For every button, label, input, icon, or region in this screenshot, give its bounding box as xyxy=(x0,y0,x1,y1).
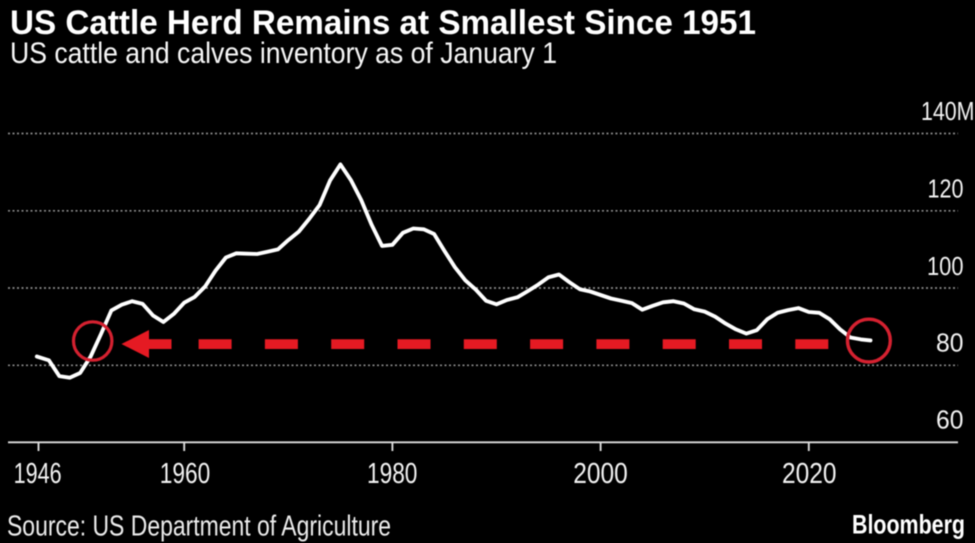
svg-text:Bloomberg: Bloomberg xyxy=(852,510,965,540)
svg-text:2000: 2000 xyxy=(573,458,628,490)
svg-text:120: 120 xyxy=(928,175,964,203)
svg-text:1980: 1980 xyxy=(367,458,418,490)
svg-text:60: 60 xyxy=(936,406,964,434)
svg-text:2020: 2020 xyxy=(782,458,837,490)
svg-text:100: 100 xyxy=(927,253,964,281)
svg-text:140M: 140M xyxy=(921,98,975,126)
svg-text:US Cattle Herd Remains at Smal: US Cattle Herd Remains at Smallest Since… xyxy=(10,4,756,42)
svg-text:80: 80 xyxy=(936,329,964,357)
svg-text:1960: 1960 xyxy=(160,458,211,490)
svg-text:Source: US Department of Agric: Source: US Department of Agriculture xyxy=(7,511,391,543)
svg-text:1946: 1946 xyxy=(14,458,62,490)
svg-text:US cattle and calves inventory: US cattle and calves inventory as of Jan… xyxy=(10,37,557,70)
